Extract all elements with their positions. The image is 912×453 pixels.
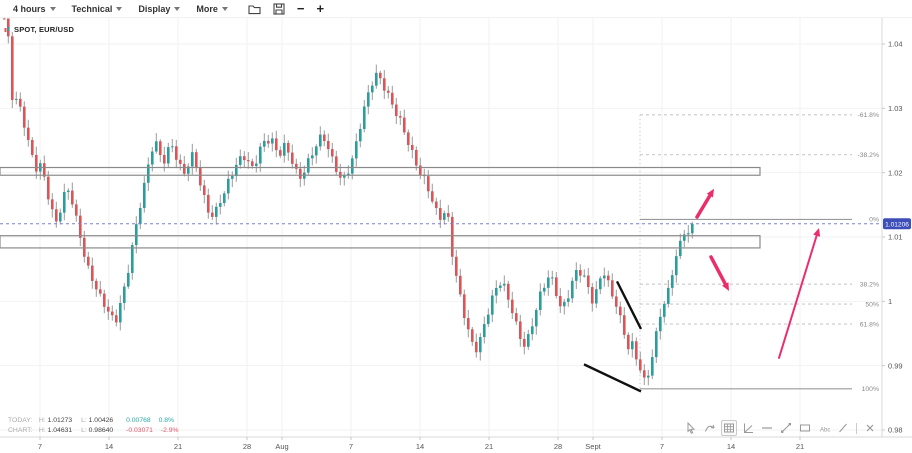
drawing-toolbar: Abc [683, 420, 878, 436]
plus-icon: + [316, 0, 325, 16]
x-axis-label: Sept [585, 442, 601, 451]
fib-level-label: 61.8% [860, 321, 879, 328]
y-axis-label: 1 [888, 297, 892, 306]
toolbar-divider [856, 422, 857, 434]
folder-icon [248, 4, 261, 14]
x-axis-label: 28 [243, 442, 251, 451]
chart-high-label: H: [38, 426, 46, 434]
chart-canvas[interactable]: -61.8%-38.2%0%38.2%50%61.8%100%1.041.031… [0, 18, 912, 453]
rectangle-tool-icon[interactable] [797, 420, 813, 436]
y-axis-label: 0.99 [888, 361, 903, 370]
chevron-down-icon [174, 6, 181, 11]
x-axis-label: 14 [105, 442, 113, 451]
close-tool-icon[interactable] [862, 420, 878, 436]
cursor-tool-icon[interactable] [683, 420, 699, 436]
x-axis-label: 7 [349, 442, 353, 451]
chart-low-value: 0.98640 [88, 426, 114, 434]
save-button[interactable] [268, 2, 290, 16]
candlestick-series [3, 18, 694, 386]
menu-more[interactable]: More [189, 2, 235, 16]
fib-level-label: -61.8% [857, 112, 879, 119]
arrow-annotations[interactable] [695, 188, 821, 359]
slash-tool-icon[interactable] [835, 420, 851, 436]
fibonacci-retracement[interactable]: -61.8% -38.2% 0% 38.2% 50% 61.8% 100% [639, 112, 879, 393]
instrument-icon [4, 26, 10, 32]
gridlines [0, 18, 882, 437]
symbol-label: SPOT, EUR/USD [4, 25, 74, 34]
svg-text:Abc: Abc [820, 428, 830, 434]
price-axis[interactable]: 1.04 1.03 1.02 1.01 1 0.99 0.98 [881, 18, 903, 437]
fib-level-label: -38.2% [857, 152, 879, 159]
fib-level-label: 100% [862, 386, 879, 393]
chevron-down-icon [49, 6, 56, 11]
channel-annotations[interactable] [0, 166, 761, 249]
chart-stats-row: CHART: H: 1.04631 L: 0.98640 -0.03071 -2… [8, 426, 179, 436]
trend-line-tool-icon[interactable] [778, 420, 794, 436]
horizontal-line-tool-icon[interactable] [759, 420, 775, 436]
x-axis-label: Aug [275, 442, 288, 451]
top-toolbar: 4 hours Technical Display More − + [0, 0, 912, 18]
x-axis-label: 21 [485, 442, 493, 451]
y-axis-label: 1.01 [888, 233, 903, 242]
chevron-down-icon [116, 6, 123, 11]
open-folder-button[interactable] [243, 2, 266, 16]
y-axis-label: 1.03 [888, 104, 903, 113]
chart-high-value: 1.04631 [47, 426, 73, 434]
fib-level-label: 0% [869, 217, 879, 224]
trendline-annotations[interactable] [583, 280, 643, 393]
menu-timeframe[interactable]: 4 hours [6, 2, 63, 16]
menu-display[interactable]: Display [131, 2, 187, 16]
chart-low-label: L: [81, 426, 87, 434]
fib-level-label: 50% [865, 301, 879, 308]
x-axis-label: 14 [727, 442, 735, 451]
menu-technical[interactable]: Technical [65, 2, 130, 16]
today-high-value: 1.01273 [47, 417, 73, 424]
chart-label: CHART: [8, 426, 33, 434]
x-axis-label: 21 [796, 442, 804, 451]
ohlc-stats: TODAY: H: 1.01273 L: 1.00426 0.00768 0.8… [8, 416, 179, 435]
chevron-down-icon [221, 6, 228, 11]
chart-change-pct: -2.9% [160, 426, 179, 434]
zoom-out-button[interactable]: − [292, 0, 310, 16]
y-axis-label: 1.02 [888, 168, 903, 177]
y-axis-label: 1.04 [888, 40, 903, 49]
y-axis-label: 0.98 [888, 426, 903, 435]
grid-tool-icon[interactable] [721, 420, 737, 436]
elbow-arrow-tool-icon[interactable] [702, 420, 718, 436]
menu-display-label: Display [138, 3, 171, 14]
price-badge: 1.01206 [883, 218, 911, 230]
angle-tool-icon[interactable] [740, 420, 756, 436]
x-axis-label: 7 [38, 442, 42, 451]
save-icon [273, 2, 285, 15]
today-change-pct: 0.8% [158, 417, 175, 424]
zoom-in-button[interactable]: + [312, 0, 330, 16]
time-axis[interactable]: 7 14 21 28 Aug 7 14 21 28 Sept 7 14 21 [0, 436, 912, 451]
today-stats-row: TODAY: H: 1.01273 L: 1.00426 0.00768 0.8… [8, 416, 179, 426]
x-axis-label: 14 [416, 442, 424, 451]
today-change-value: 0.00768 [126, 417, 151, 424]
today-low-value: 1.00426 [88, 417, 114, 424]
price-badge-label: 1.01206 [885, 221, 909, 228]
fib-level-label: 38.2% [860, 281, 879, 288]
symbol-text: SPOT, EUR/USD [14, 25, 75, 34]
today-label: TODAY: [8, 417, 33, 424]
menu-technical-label: Technical [71, 3, 113, 14]
menu-timeframe-label: 4 hours [13, 3, 46, 14]
chart-change-value: -0.03071 [126, 426, 153, 434]
x-axis-label: 28 [554, 442, 562, 451]
x-axis-label: 21 [174, 442, 182, 451]
today-low-label: L: [81, 417, 87, 424]
today-high-label: H: [38, 417, 46, 424]
minus-icon: − [296, 0, 305, 16]
menu-more-label: More [196, 3, 218, 14]
x-axis-label: 7 [660, 442, 664, 451]
text-tool-icon[interactable]: Abc [816, 420, 832, 436]
